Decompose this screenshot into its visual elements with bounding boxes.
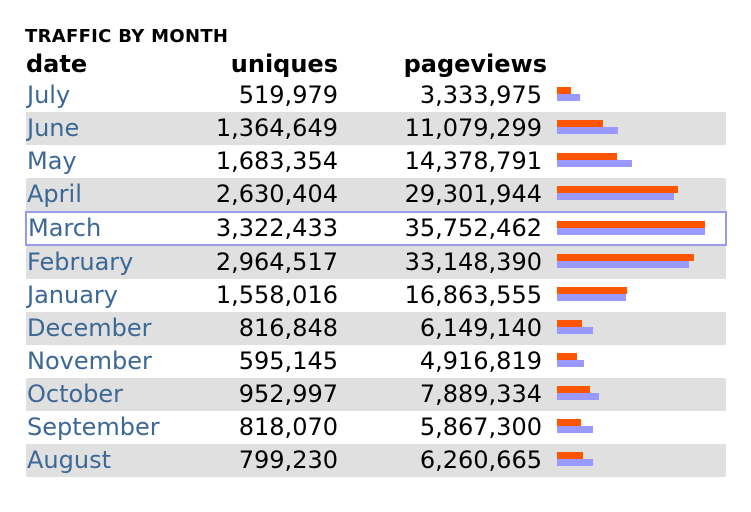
uniques-value: 816,848 (198, 312, 343, 345)
table-row: April 2,630,404 29,301,944 (26, 178, 726, 212)
month-link[interactable]: December (26, 312, 198, 345)
pageviews-bar (557, 419, 581, 426)
pageviews-value: 11,079,299 (343, 112, 556, 145)
pageviews-value: 29,301,944 (343, 178, 556, 212)
uniques-bar (557, 127, 618, 134)
header-date: date (26, 50, 88, 78)
pageviews-bar (557, 452, 583, 459)
uniques-value: 1,558,016 (215, 281, 338, 309)
pageviews-bar (557, 120, 603, 127)
month-link[interactable]: May (27, 147, 77, 175)
month-link[interactable]: April (26, 178, 198, 212)
table-row: July 519,979 3,333,975 (26, 79, 726, 112)
pageviews-value: 4,916,819 (419, 347, 542, 375)
month-link[interactable]: January (27, 281, 118, 309)
pageviews-value: 35,752,462 (343, 211, 556, 246)
traffic-bars (556, 112, 726, 145)
traffic-bars (556, 178, 726, 212)
pageviews-bar (557, 287, 627, 294)
traffic-bars (556, 345, 726, 378)
uniques-bar (557, 360, 584, 367)
traffic-bars (556, 411, 726, 444)
pageviews-value: 16,863,555 (404, 281, 542, 309)
month-link[interactable]: June (26, 112, 198, 145)
pageviews-bar (557, 254, 694, 261)
header-pageviews: pageviews (403, 50, 547, 78)
pageviews-value: 5,867,300 (419, 413, 542, 441)
pageviews-bar (557, 87, 571, 94)
uniques-bar (557, 193, 674, 200)
table-row: January 1,558,016 16,863,555 (26, 279, 726, 312)
uniques-value: 3,322,433 (198, 211, 343, 246)
traffic-rows: July 519,979 3,333,975 June 1,364,649 11,079,… (25, 79, 727, 477)
header-row: date uniques pageviews (26, 49, 726, 79)
pageviews-bar (557, 386, 590, 393)
uniques-value: 595,145 (238, 347, 338, 375)
uniques-bar (557, 459, 593, 466)
table-row: February 2,964,517 33,148,390 (26, 245, 726, 279)
month-link[interactable]: October (26, 378, 198, 411)
traffic-bars (556, 312, 726, 345)
traffic-bars (556, 145, 726, 178)
pageviews-bar (557, 153, 617, 160)
uniques-value: 519,979 (238, 81, 338, 109)
traffic-bars (556, 211, 727, 246)
month-link[interactable]: September (27, 413, 160, 441)
pageviews-bar (557, 186, 678, 193)
uniques-value: 1,683,354 (215, 147, 338, 175)
table-row: June 1,364,649 11,079,299 (26, 112, 726, 145)
traffic-table: date uniques pageviews July 519,979 3,333,… (25, 49, 727, 477)
uniques-bar (557, 228, 705, 235)
uniques-bar (557, 261, 689, 268)
uniques-value: 1,364,649 (198, 112, 343, 145)
pageviews-value: 3,333,975 (419, 81, 542, 109)
table-row: September 818,070 5,867,300 (26, 411, 726, 444)
table-row: October 952,997 7,889,334 (26, 378, 726, 411)
uniques-bar (557, 160, 632, 167)
uniques-bar (557, 393, 599, 400)
traffic-bars (556, 79, 726, 112)
month-link[interactable]: July (27, 81, 71, 109)
table-row: August 799,230 6,260,665 (26, 444, 726, 477)
traffic-bars (556, 444, 726, 477)
uniques-bar (557, 294, 626, 301)
traffic-bars (556, 378, 726, 411)
traffic-table-container: TRAFFIC BY MONTH date uniques pageviews … (25, 24, 727, 477)
pageviews-bar (557, 353, 577, 360)
month-link[interactable]: March (25, 211, 198, 246)
uniques-bar (557, 94, 580, 101)
uniques-bar (557, 327, 593, 334)
pageviews-value: 7,889,334 (343, 378, 556, 411)
uniques-value: 952,997 (198, 378, 343, 411)
pageviews-bar (557, 320, 582, 327)
uniques-value: 2,630,404 (198, 178, 343, 212)
uniques-value: 2,964,517 (198, 245, 343, 279)
pageviews-value: 6,149,140 (343, 312, 556, 345)
uniques-bar (557, 426, 593, 433)
pageviews-value: 33,148,390 (343, 245, 556, 279)
month-link[interactable]: August (26, 444, 198, 477)
month-link[interactable]: November (27, 347, 152, 375)
header-bars (556, 49, 726, 79)
table-row: May 1,683,354 14,378,791 (26, 145, 726, 178)
pageviews-value: 14,378,791 (404, 147, 542, 175)
traffic-bars (556, 245, 726, 279)
pageviews-value: 6,260,665 (343, 444, 556, 477)
uniques-value: 818,070 (238, 413, 338, 441)
uniques-value: 799,230 (198, 444, 343, 477)
table-caption: TRAFFIC BY MONTH (25, 26, 229, 47)
table-row: November 595,145 4,916,819 (26, 345, 726, 378)
header-uniques: uniques (230, 50, 338, 78)
table-row: December 816,848 6,149,140 (26, 312, 726, 345)
table-row: March 3,322,433 35,752,462 (25, 211, 727, 246)
traffic-bars (556, 279, 726, 312)
month-link[interactable]: February (26, 245, 198, 279)
pageviews-bar (557, 221, 705, 228)
